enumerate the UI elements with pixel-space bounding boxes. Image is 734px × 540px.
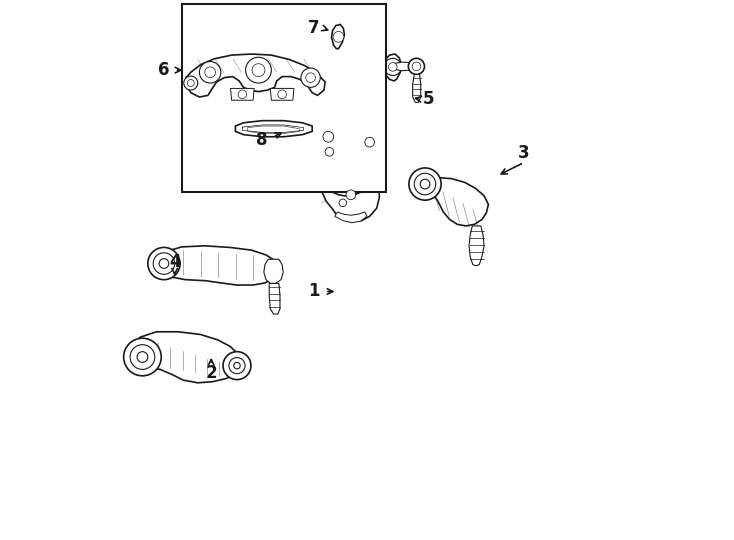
Polygon shape <box>332 24 344 49</box>
Circle shape <box>130 345 155 369</box>
Circle shape <box>223 352 251 380</box>
Polygon shape <box>264 259 283 284</box>
FancyBboxPatch shape <box>181 4 386 192</box>
Polygon shape <box>270 89 294 100</box>
Polygon shape <box>236 120 312 137</box>
Circle shape <box>319 140 374 196</box>
Polygon shape <box>420 178 488 226</box>
Circle shape <box>200 62 221 83</box>
Circle shape <box>388 63 397 71</box>
Circle shape <box>420 179 430 189</box>
Circle shape <box>325 147 334 156</box>
Circle shape <box>306 73 316 83</box>
Circle shape <box>337 158 356 178</box>
Text: 7: 7 <box>308 19 319 37</box>
Text: 3: 3 <box>518 144 530 162</box>
Circle shape <box>301 68 320 87</box>
Circle shape <box>333 31 344 42</box>
Polygon shape <box>384 54 401 81</box>
Polygon shape <box>269 284 280 314</box>
Circle shape <box>339 199 346 207</box>
Circle shape <box>408 58 424 75</box>
Polygon shape <box>186 54 325 97</box>
Polygon shape <box>413 75 421 103</box>
Polygon shape <box>375 124 384 134</box>
Circle shape <box>205 67 216 78</box>
Polygon shape <box>335 212 367 222</box>
Polygon shape <box>319 65 379 221</box>
Circle shape <box>137 352 148 362</box>
Circle shape <box>278 90 286 99</box>
Circle shape <box>238 90 247 99</box>
Polygon shape <box>230 89 254 100</box>
Circle shape <box>384 58 401 76</box>
Circle shape <box>414 173 436 195</box>
Circle shape <box>229 357 245 374</box>
Polygon shape <box>469 226 484 266</box>
Circle shape <box>346 190 356 200</box>
Polygon shape <box>393 62 415 71</box>
Text: 8: 8 <box>256 131 268 149</box>
Polygon shape <box>339 76 354 89</box>
Text: 1: 1 <box>308 282 320 300</box>
Text: 5: 5 <box>423 90 435 108</box>
Polygon shape <box>158 246 278 285</box>
Circle shape <box>233 362 240 369</box>
Circle shape <box>246 57 272 83</box>
Circle shape <box>184 76 197 90</box>
Polygon shape <box>375 141 384 153</box>
Circle shape <box>365 137 374 147</box>
Circle shape <box>123 338 161 376</box>
Circle shape <box>153 253 175 274</box>
Circle shape <box>159 259 169 268</box>
Polygon shape <box>131 332 244 383</box>
Circle shape <box>148 247 180 280</box>
Circle shape <box>252 64 265 77</box>
Circle shape <box>323 131 334 142</box>
Circle shape <box>342 164 351 172</box>
Circle shape <box>412 62 421 71</box>
Text: 2: 2 <box>206 364 217 382</box>
Circle shape <box>187 79 195 86</box>
Text: 6: 6 <box>159 61 170 79</box>
Circle shape <box>409 168 441 200</box>
Circle shape <box>326 147 367 188</box>
Text: 4: 4 <box>169 253 181 271</box>
